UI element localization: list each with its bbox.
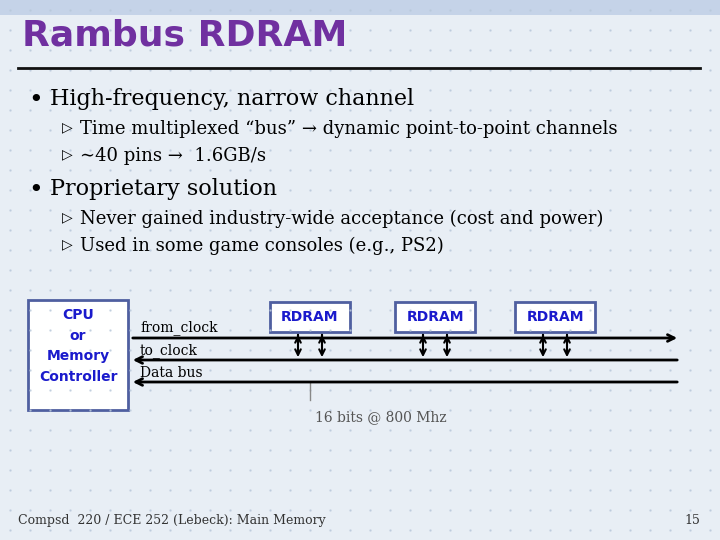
Text: Time multiplexed “bus” → dynamic point-to-point channels: Time multiplexed “bus” → dynamic point-t… xyxy=(80,120,618,138)
Text: ▷: ▷ xyxy=(62,147,73,161)
Text: •: • xyxy=(28,88,42,112)
Text: ▷: ▷ xyxy=(62,210,73,224)
Bar xyxy=(28,300,128,410)
Text: RDRAM: RDRAM xyxy=(406,310,464,324)
Text: Never gained industry-wide acceptance (cost and power): Never gained industry-wide acceptance (c… xyxy=(80,210,603,228)
Text: 15: 15 xyxy=(684,514,700,527)
Text: RDRAM: RDRAM xyxy=(526,310,584,324)
Text: RDRAM: RDRAM xyxy=(282,310,338,324)
Text: from_clock: from_clock xyxy=(140,320,217,335)
Text: CPU
or
Memory
Controller: CPU or Memory Controller xyxy=(39,308,117,384)
Bar xyxy=(270,302,350,332)
Text: 16 bits @ 800 Mhz: 16 bits @ 800 Mhz xyxy=(315,410,446,424)
Text: Proprietary solution: Proprietary solution xyxy=(50,178,277,200)
Bar xyxy=(0,0,720,15)
Text: Used in some game consoles (e.g., PS2): Used in some game consoles (e.g., PS2) xyxy=(80,237,444,255)
Text: Compsd  220 / ECE 252 (Lebeck): Main Memory: Compsd 220 / ECE 252 (Lebeck): Main Memo… xyxy=(18,514,325,527)
Text: High-frequency, narrow channel: High-frequency, narrow channel xyxy=(50,88,414,110)
Text: Data bus: Data bus xyxy=(140,366,202,380)
Text: ▷: ▷ xyxy=(62,237,73,251)
Text: •: • xyxy=(28,178,42,202)
Text: ▷: ▷ xyxy=(62,120,73,134)
Bar xyxy=(515,302,595,332)
Text: ∼40 pins →  1.6GB/s: ∼40 pins → 1.6GB/s xyxy=(80,147,266,165)
Text: Rambus RDRAM: Rambus RDRAM xyxy=(22,18,347,52)
Bar xyxy=(395,302,475,332)
Text: to_clock: to_clock xyxy=(140,343,198,358)
